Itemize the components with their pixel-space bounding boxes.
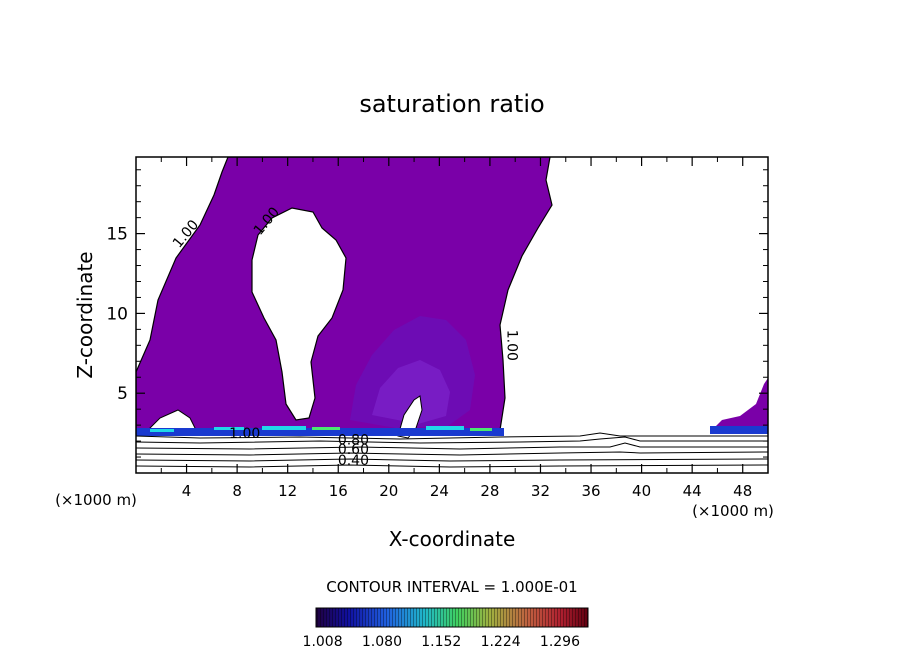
x-unit-right: (×1000 m)	[692, 502, 774, 520]
x-axis-label: X-coordinate	[389, 527, 516, 551]
y-axis-label: Z-coordinate	[73, 251, 97, 378]
x-tick-label: 28	[480, 482, 499, 500]
plot-frame	[135, 156, 769, 474]
chart-title: saturation ratio	[359, 90, 544, 118]
x-tick-label: 44	[683, 482, 702, 500]
y-tick-label: 5	[117, 384, 128, 404]
colorbar-tick-label: 1.296	[540, 634, 580, 650]
colorbar-tick-label: 1.080	[362, 634, 402, 650]
contour-label: 0.40	[338, 453, 369, 469]
colorbar-tick-label: 1.152	[421, 634, 461, 650]
colorbar-tick-label: 1.008	[303, 634, 343, 650]
right-edge-cloud	[710, 378, 768, 432]
x-tick-label: 12	[278, 482, 297, 500]
dry-notch-center	[397, 395, 423, 439]
y-tick-label: 15	[106, 225, 128, 245]
contour-label: 1.00	[504, 330, 520, 361]
colorbar	[315, 607, 589, 628]
x-tick-label: 32	[531, 482, 550, 500]
x-tick-label: 8	[232, 482, 242, 500]
x-tick-label: 24	[430, 482, 449, 500]
contour-lines	[136, 432, 768, 468]
x-tick-label: 4	[182, 482, 192, 500]
colorbar-tick-label: 1.224	[481, 634, 521, 650]
contour-label: 1.00	[229, 426, 260, 442]
x-tick-label: 20	[379, 482, 398, 500]
contour-label: 0.80	[338, 432, 369, 448]
contour-label: 0.60	[338, 442, 369, 458]
x-unit-left: (×1000 m)	[55, 491, 137, 509]
y-tick-label: 10	[106, 304, 128, 324]
x-tick-label: 16	[329, 482, 348, 500]
unsaturated-pocket	[251, 207, 347, 421]
x-tick-label: 36	[581, 482, 600, 500]
plot-area	[136, 157, 768, 473]
contour-interval-text: CONTOUR INTERVAL = 1.000E-01	[326, 578, 577, 596]
x-tick-label: 48	[733, 482, 752, 500]
moist-core-inner	[372, 360, 450, 424]
x-tick-label: 40	[632, 482, 651, 500]
colorbar-labels: 1.008 1.080 1.152 1.224 1.296	[303, 634, 581, 650]
cloud-base-band	[136, 426, 768, 436]
